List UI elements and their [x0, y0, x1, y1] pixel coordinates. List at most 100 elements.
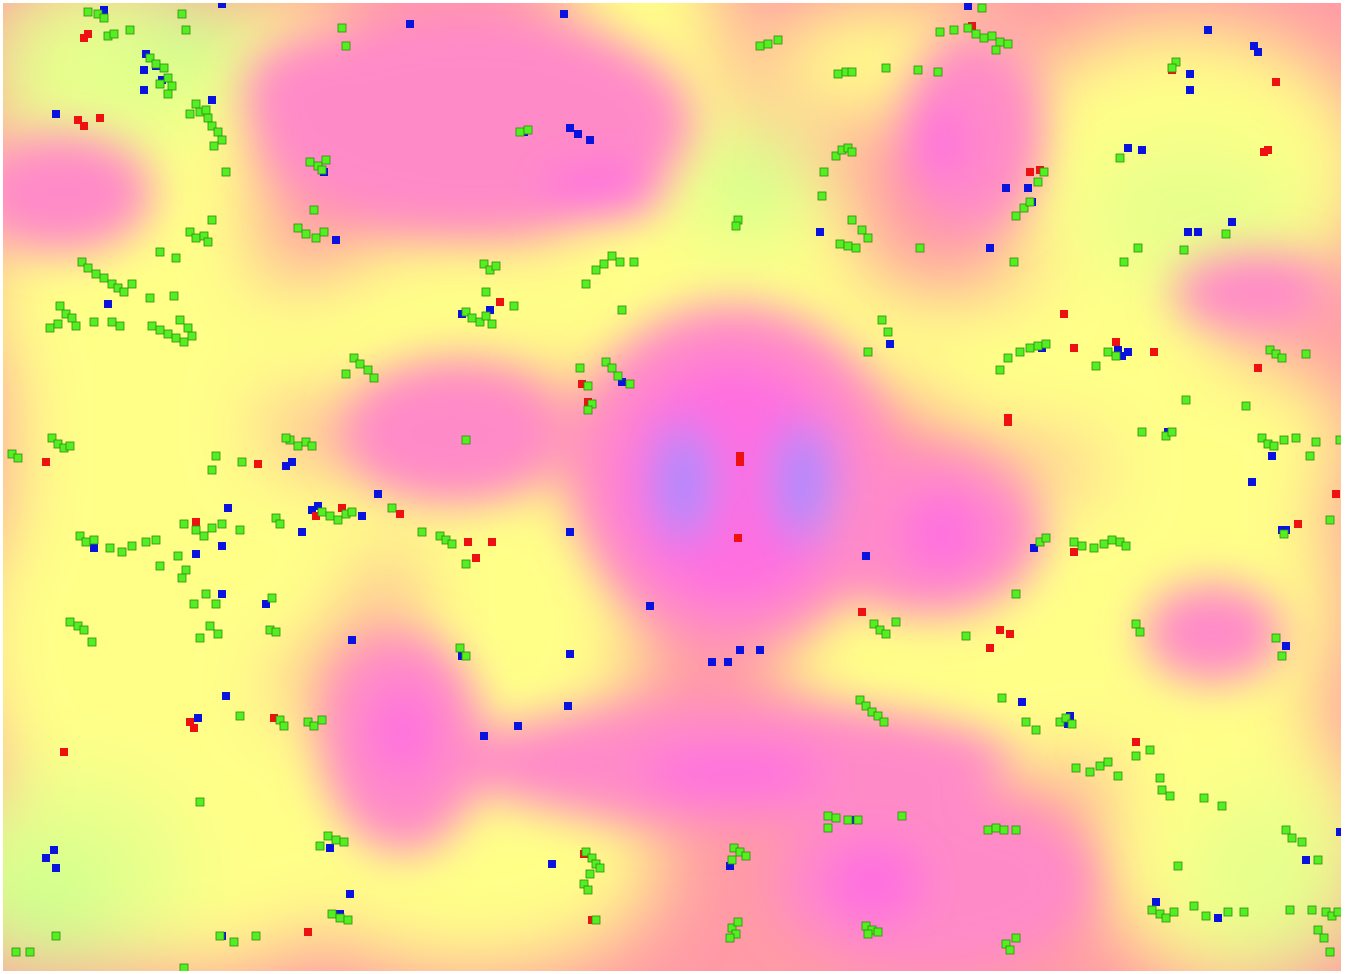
green-point-marker[interactable]	[1003, 353, 1013, 363]
green-point-marker[interactable]	[819, 167, 829, 177]
green-point-marker[interactable]	[1271, 633, 1281, 643]
green-point-marker[interactable]	[203, 113, 213, 123]
green-point-marker[interactable]	[979, 33, 989, 43]
green-point-marker[interactable]	[1095, 761, 1105, 771]
green-point-marker[interactable]	[301, 229, 311, 239]
green-point-marker[interactable]	[417, 527, 427, 537]
green-point-marker[interactable]	[201, 105, 211, 115]
blue-point-marker[interactable]	[52, 864, 60, 872]
green-point-marker[interactable]	[575, 363, 585, 373]
green-point-marker[interactable]	[1131, 751, 1141, 761]
red-point-marker[interactable]	[488, 538, 496, 546]
green-point-marker[interactable]	[281, 433, 291, 443]
green-point-marker[interactable]	[935, 27, 945, 37]
green-point-marker[interactable]	[183, 323, 193, 333]
red-point-marker[interactable]	[1004, 418, 1012, 426]
green-point-marker[interactable]	[881, 63, 891, 73]
blue-point-marker[interactable]	[100, 6, 108, 14]
blue-point-marker[interactable]	[708, 658, 716, 666]
green-point-marker[interactable]	[763, 39, 773, 49]
green-point-marker[interactable]	[355, 359, 365, 369]
green-point-marker[interactable]	[75, 531, 85, 541]
red-point-marker[interactable]	[858, 608, 866, 616]
green-point-marker[interactable]	[869, 619, 879, 629]
green-point-marker[interactable]	[177, 9, 187, 19]
blue-point-marker[interactable]	[566, 528, 574, 536]
green-point-marker[interactable]	[1103, 347, 1113, 357]
blue-point-marker[interactable]	[288, 458, 296, 466]
green-point-marker[interactable]	[317, 507, 327, 517]
green-point-marker[interactable]	[185, 227, 195, 237]
green-point-marker[interactable]	[1279, 435, 1289, 445]
green-point-marker[interactable]	[1091, 361, 1101, 371]
green-point-marker[interactable]	[195, 633, 205, 643]
green-point-marker[interactable]	[333, 515, 343, 525]
green-point-marker[interactable]	[99, 13, 109, 23]
green-point-marker[interactable]	[1145, 745, 1155, 755]
green-point-marker[interactable]	[1033, 341, 1043, 351]
green-point-marker[interactable]	[173, 551, 183, 561]
blue-point-marker[interactable]	[1124, 144, 1132, 152]
green-point-marker[interactable]	[833, 69, 843, 79]
blue-point-marker[interactable]	[726, 862, 734, 870]
green-point-marker[interactable]	[1201, 911, 1211, 921]
green-point-marker[interactable]	[843, 815, 853, 825]
green-point-marker[interactable]	[221, 167, 231, 177]
green-point-marker[interactable]	[1307, 905, 1317, 915]
green-point-marker[interactable]	[1069, 537, 1079, 547]
red-point-marker[interactable]	[396, 510, 404, 518]
green-point-marker[interactable]	[323, 831, 333, 841]
blue-point-marker[interactable]	[1336, 828, 1341, 836]
blue-point-marker[interactable]	[560, 10, 568, 18]
blue-point-marker[interactable]	[262, 600, 270, 608]
blue-point-marker[interactable]	[724, 658, 732, 666]
green-point-marker[interactable]	[977, 3, 987, 13]
blue-point-marker[interactable]	[348, 636, 356, 644]
blue-point-marker[interactable]	[586, 136, 594, 144]
green-point-marker[interactable]	[279, 721, 289, 731]
green-point-marker[interactable]	[1133, 243, 1143, 253]
green-point-marker[interactable]	[325, 511, 335, 521]
green-point-marker[interactable]	[331, 835, 341, 845]
green-point-marker[interactable]	[203, 237, 213, 247]
green-point-marker[interactable]	[983, 825, 993, 835]
green-point-marker[interactable]	[1297, 837, 1307, 847]
blue-point-marker[interactable]	[374, 490, 382, 498]
green-point-marker[interactable]	[831, 813, 841, 823]
green-point-marker[interactable]	[1285, 905, 1295, 915]
green-point-marker[interactable]	[1119, 257, 1129, 267]
blue-point-marker[interactable]	[282, 462, 290, 470]
green-point-marker[interactable]	[1061, 713, 1071, 723]
blue-point-marker[interactable]	[208, 96, 216, 104]
green-point-marker[interactable]	[217, 135, 227, 145]
green-point-marker[interactable]	[999, 825, 1009, 835]
green-point-marker[interactable]	[11, 947, 21, 957]
blue-point-marker[interactable]	[224, 504, 232, 512]
red-point-marker[interactable]	[186, 718, 194, 726]
red-point-marker[interactable]	[270, 714, 278, 722]
green-point-marker[interactable]	[613, 371, 623, 381]
green-point-marker[interactable]	[237, 457, 247, 467]
blue-point-marker[interactable]	[1138, 146, 1146, 154]
green-point-marker[interactable]	[823, 823, 833, 833]
green-point-marker[interactable]	[181, 25, 191, 35]
green-point-marker[interactable]	[625, 379, 635, 389]
green-point-marker[interactable]	[65, 617, 75, 627]
green-point-marker[interactable]	[851, 243, 861, 253]
green-point-marker[interactable]	[341, 369, 351, 379]
green-point-marker[interactable]	[195, 797, 205, 807]
green-point-marker[interactable]	[583, 381, 593, 391]
green-point-marker[interactable]	[1217, 801, 1227, 811]
green-point-marker[interactable]	[1089, 543, 1099, 553]
green-point-marker[interactable]	[1077, 541, 1087, 551]
green-point-marker[interactable]	[185, 109, 195, 119]
green-point-marker[interactable]	[55, 301, 65, 311]
green-point-marker[interactable]	[881, 629, 891, 639]
red-point-marker[interactable]	[338, 504, 346, 512]
heatmap-canvas[interactable]	[3, 3, 1341, 971]
green-point-marker[interactable]	[317, 715, 327, 725]
blue-point-marker[interactable]	[1248, 478, 1256, 486]
blue-point-marker[interactable]	[1030, 544, 1038, 552]
green-point-marker[interactable]	[1003, 39, 1013, 49]
green-point-marker[interactable]	[1223, 907, 1233, 917]
